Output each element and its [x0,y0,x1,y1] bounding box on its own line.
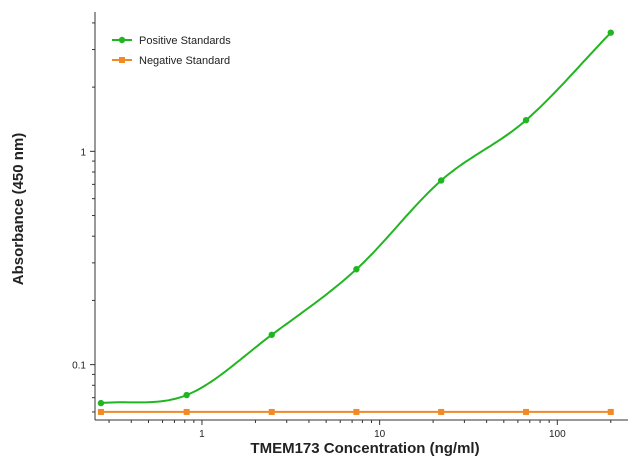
legend-label: Negative Standard [139,55,230,67]
data-point [97,408,104,415]
x-axis-title: TMEM173 Concentration (ng/ml) [250,440,479,457]
data-point [97,399,105,407]
data-point [607,29,614,36]
x-tick-label: 10 [374,429,386,440]
series-2 [97,408,614,415]
legend-swatch-marker [118,36,126,44]
legend: Positive Standards Negative Standard [112,35,231,67]
axes: 1 10 100 0.1 1 [72,12,628,440]
legend-swatch-marker [119,57,125,63]
data-point [268,408,275,415]
series-1 [97,29,614,407]
fit-curve [100,32,612,405]
y-tick-label: 0.1 [72,361,86,372]
y-axis-title: Absorbance (450 nm) [10,133,27,286]
y-tick-label: 1 [80,147,86,158]
data-point [353,408,360,415]
data-point [437,177,445,184]
data-point [522,116,530,124]
data-point [183,408,190,415]
x-tick-label: 1 [199,429,205,440]
data-point [183,391,190,399]
data-point [607,408,614,415]
legend-label: Positive Standards [139,35,231,47]
x-tick-label: 100 [549,429,566,440]
data-point [523,408,530,415]
data-point [353,266,360,273]
data-point [438,408,445,415]
data-point [268,331,275,338]
series-layer [97,29,614,415]
